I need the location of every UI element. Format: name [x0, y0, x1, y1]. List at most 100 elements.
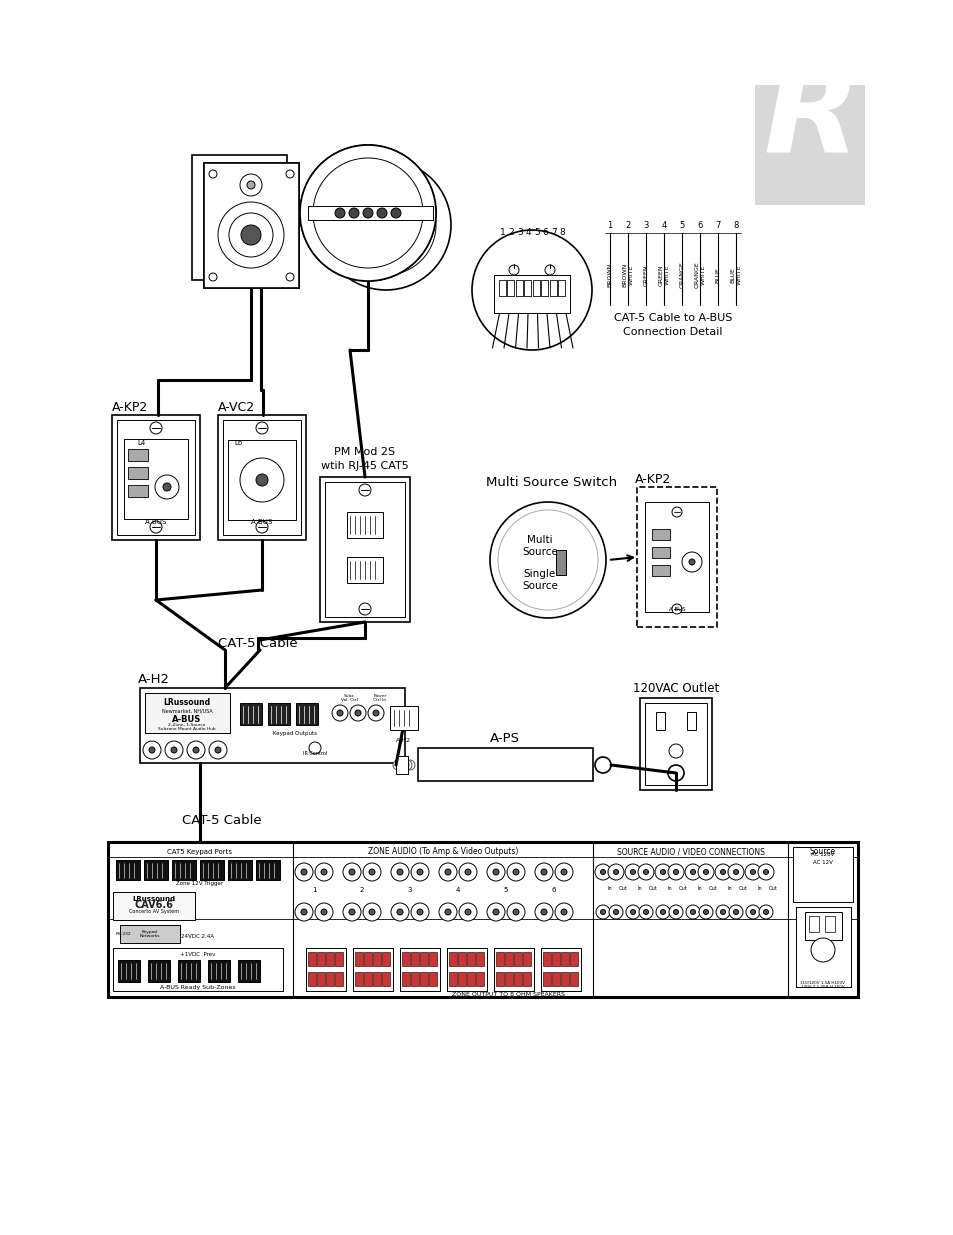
Circle shape	[332, 705, 348, 721]
Circle shape	[335, 207, 345, 219]
Bar	[417, 748, 593, 781]
Circle shape	[681, 552, 701, 572]
Bar	[172, 860, 195, 881]
Text: 2: 2	[359, 887, 364, 893]
Circle shape	[229, 212, 273, 257]
Text: CAT5 Keypad Ports: CAT5 Keypad Ports	[168, 848, 233, 855]
Bar	[637, 487, 717, 627]
Circle shape	[673, 909, 678, 914]
Text: A BUS: A BUS	[145, 519, 167, 525]
Circle shape	[685, 905, 700, 919]
Circle shape	[714, 864, 730, 881]
Circle shape	[193, 747, 199, 753]
Bar	[795, 906, 850, 987]
Circle shape	[643, 909, 648, 914]
Circle shape	[286, 273, 294, 282]
Text: 120VAC Outlet: 120VAC Outlet	[632, 682, 719, 694]
Circle shape	[639, 905, 652, 919]
Circle shape	[149, 747, 154, 753]
Text: BLUE
WHITE: BLUE WHITE	[730, 264, 740, 285]
Text: LRussound: LRussound	[163, 698, 211, 706]
Bar	[316, 952, 325, 966]
Circle shape	[150, 521, 162, 534]
Circle shape	[810, 939, 834, 962]
Circle shape	[143, 741, 161, 760]
Circle shape	[363, 207, 373, 219]
Text: 2: 2	[508, 227, 514, 236]
Text: 1: 1	[312, 887, 315, 893]
Text: A-H2: A-H2	[138, 673, 170, 685]
Circle shape	[750, 909, 755, 914]
Text: 6: 6	[697, 221, 702, 230]
Text: Keypad
Networks: Keypad Networks	[139, 930, 160, 939]
Circle shape	[314, 863, 333, 881]
Bar	[494, 948, 534, 990]
Circle shape	[745, 905, 760, 919]
Text: CAT-5 Cable: CAT-5 Cable	[182, 814, 261, 826]
Circle shape	[659, 869, 665, 874]
Bar	[268, 703, 290, 725]
Text: A-BUS Ready Sub-Zones: A-BUS Ready Sub-Zones	[160, 984, 235, 989]
Circle shape	[229, 170, 249, 190]
Circle shape	[630, 909, 635, 914]
Bar	[399, 948, 439, 990]
Circle shape	[214, 747, 221, 753]
Circle shape	[560, 869, 566, 876]
Circle shape	[255, 422, 268, 433]
Circle shape	[596, 905, 609, 919]
Bar	[467, 972, 475, 986]
Text: 4: 4	[660, 221, 666, 230]
Bar	[255, 860, 280, 881]
Text: A-VC2: A-VC2	[218, 400, 254, 414]
Bar	[364, 972, 372, 986]
Circle shape	[762, 869, 768, 874]
Circle shape	[163, 483, 171, 492]
Bar	[116, 860, 140, 881]
Circle shape	[401, 760, 412, 769]
Bar	[112, 415, 200, 540]
Circle shape	[320, 869, 327, 876]
Circle shape	[595, 757, 610, 773]
Bar	[540, 948, 580, 990]
Circle shape	[391, 207, 400, 219]
Circle shape	[608, 905, 622, 919]
Bar	[148, 960, 170, 982]
Circle shape	[240, 458, 284, 501]
Text: Newmarket, NH/USA: Newmarket, NH/USA	[161, 709, 213, 714]
Circle shape	[405, 760, 415, 769]
Text: 3: 3	[642, 221, 648, 230]
Bar	[326, 972, 334, 986]
Bar	[560, 972, 568, 986]
Bar	[447, 948, 486, 990]
Bar	[112, 948, 283, 990]
Circle shape	[301, 869, 307, 876]
Circle shape	[702, 869, 708, 874]
Bar	[429, 952, 436, 966]
Circle shape	[540, 869, 546, 876]
Text: Multi Source Switch: Multi Source Switch	[485, 475, 617, 489]
Text: 7: 7	[551, 227, 557, 236]
Circle shape	[758, 864, 773, 881]
Text: A-KP2: A-KP2	[635, 473, 671, 485]
Bar	[140, 688, 405, 763]
Text: CAV6.6: CAV6.6	[134, 900, 173, 910]
Circle shape	[486, 863, 504, 881]
Text: A-H2: A-H2	[396, 737, 411, 742]
Circle shape	[355, 710, 360, 716]
Text: BROWN
WHITE: BROWN WHITE	[622, 263, 633, 288]
Bar	[373, 972, 380, 986]
Text: 2-Zone, 1-Source
Subzone Mount Audio Hub: 2-Zone, 1-Source Subzone Mount Audio Hub	[158, 722, 215, 731]
Bar	[112, 892, 194, 920]
Text: 4: 4	[525, 227, 531, 236]
Text: 110/120V 1.5A H100V
240V T 1.25A H 250V: 110/120V 1.5A H100V 240V T 1.25A H 250V	[800, 981, 844, 989]
Text: 5: 5	[503, 887, 508, 893]
Circle shape	[464, 909, 471, 915]
Bar	[316, 972, 325, 986]
Circle shape	[207, 193, 271, 257]
Circle shape	[493, 909, 498, 915]
Circle shape	[728, 905, 742, 919]
Circle shape	[509, 266, 518, 275]
Text: ZONE AUDIO (To Amp & Video Outputs): ZONE AUDIO (To Amp & Video Outputs)	[368, 847, 517, 857]
Text: 6: 6	[551, 887, 556, 893]
Text: Out: Out	[618, 887, 627, 892]
